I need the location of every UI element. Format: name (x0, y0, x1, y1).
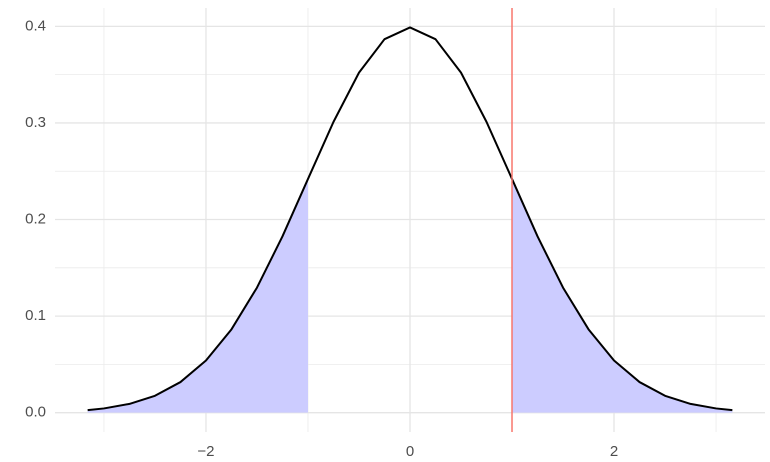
x-tick-label: 2 (610, 443, 618, 460)
shaded-area (512, 178, 733, 413)
density-curve (87, 26, 733, 412)
y-tick-label: 0.1 (25, 307, 46, 324)
y-tick-label: 0.2 (25, 210, 46, 227)
x-tick-label: 0 (406, 443, 414, 460)
y-tick-label: 0.3 (25, 114, 46, 131)
x-tick-label: −2 (197, 443, 214, 460)
shaded-area (87, 178, 308, 413)
y-tick-label: 0.4 (25, 17, 46, 34)
y-tick-label: 0.0 (25, 404, 46, 421)
